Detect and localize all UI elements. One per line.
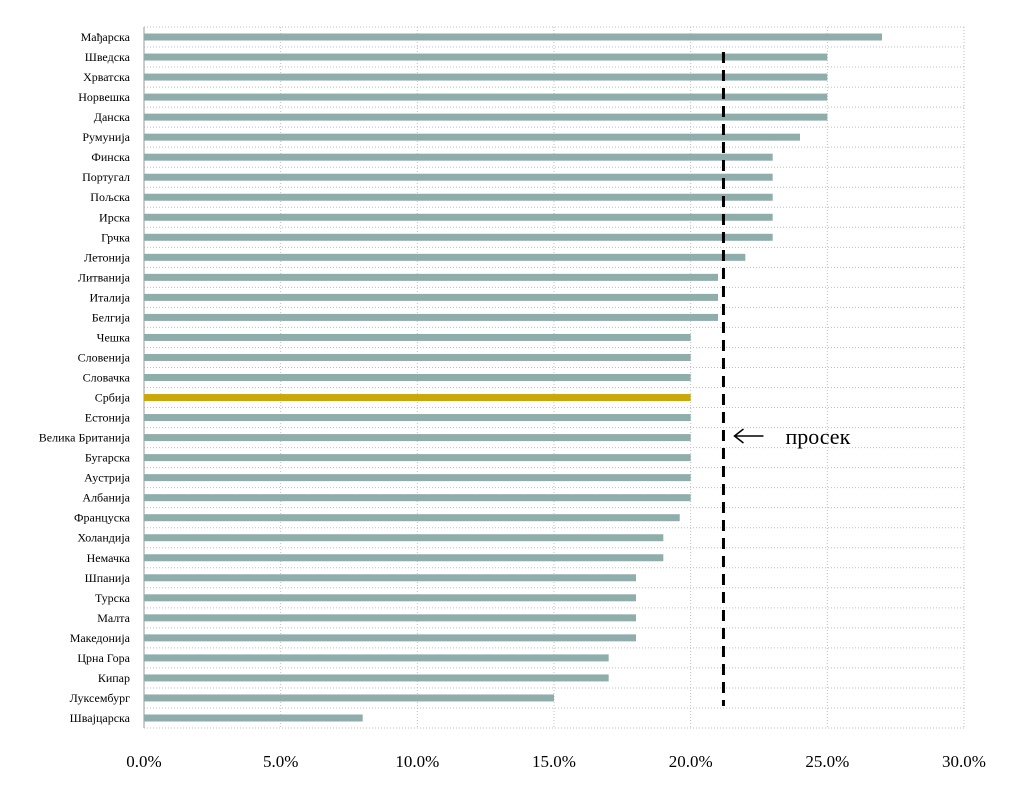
bars <box>144 33 882 722</box>
bar <box>144 454 691 462</box>
bar <box>144 594 636 602</box>
category-label: Аустрија <box>84 471 131 485</box>
bar <box>144 494 691 502</box>
bar <box>144 554 664 562</box>
category-label: Француска <box>74 511 131 525</box>
category-label: Луксембург <box>70 691 130 705</box>
category-label: Грчка <box>101 230 131 244</box>
bar <box>144 474 691 482</box>
category-label: Летонија <box>84 250 131 264</box>
x-tick-label: 5.0% <box>263 752 298 771</box>
category-label: Мађарска <box>81 30 131 44</box>
bar <box>144 313 718 321</box>
bar <box>144 353 691 361</box>
x-tick-label: 25.0% <box>805 752 849 771</box>
bar <box>144 534 664 542</box>
bar <box>144 374 691 381</box>
category-label: Хрватска <box>83 70 131 84</box>
bar <box>144 133 800 141</box>
category-label: Норвешка <box>78 90 130 104</box>
x-tick-labels: 0.0% 5.0% 10.0% 15.0% 20.0% 25.0% 30.0% <box>126 752 986 771</box>
category-label: Шпанија <box>85 571 131 585</box>
category-label: Велика Британија <box>39 431 131 445</box>
average-arrow-head <box>733 428 744 444</box>
bar <box>144 414 691 422</box>
average-label: просек <box>785 424 850 449</box>
bar <box>144 634 636 642</box>
category-label: Словачка <box>83 371 131 385</box>
category-label: Ирска <box>99 210 131 224</box>
bar <box>144 93 828 101</box>
bar <box>144 233 773 241</box>
category-label: Црна Гора <box>77 651 130 665</box>
category-label: Малта <box>97 611 130 625</box>
category-label: Македонија <box>70 631 131 645</box>
category-label: Немачка <box>87 551 131 565</box>
bar <box>144 273 718 281</box>
category-label: Белгија <box>92 310 131 324</box>
category-label: Литванија <box>78 270 131 284</box>
category-label: Италија <box>89 290 130 304</box>
category-label: Данска <box>94 110 131 124</box>
category-label: Румунија <box>82 130 130 144</box>
bar <box>144 574 636 582</box>
x-tick-label: 0.0% <box>126 752 161 771</box>
bar <box>144 113 828 121</box>
bar <box>144 694 554 702</box>
bar <box>144 514 680 522</box>
x-tick-label: 20.0% <box>669 752 713 771</box>
category-label: Бугарска <box>85 451 131 465</box>
bar <box>144 213 773 221</box>
average-annotation: просек <box>721 52 851 706</box>
category-label: Турска <box>95 591 131 605</box>
bar <box>144 434 691 442</box>
bar <box>144 53 828 61</box>
bar <box>144 193 773 201</box>
category-label: Пољска <box>90 190 130 204</box>
category-labels: Мађарска Шведска Хрватска Норвешка Данска Рум… <box>39 30 131 725</box>
category-label: Холандија <box>77 531 130 545</box>
bar <box>144 173 773 181</box>
category-label: Словенија <box>78 350 131 364</box>
bar <box>144 253 746 261</box>
category-label: Шведска <box>85 50 131 64</box>
x-tick-label: 10.0% <box>395 752 439 771</box>
category-label: Албанија <box>82 491 130 505</box>
category-label: Швајцарска <box>70 711 131 725</box>
bar <box>144 153 773 161</box>
bar <box>144 33 882 41</box>
bar <box>144 394 691 402</box>
bar <box>144 674 609 682</box>
category-label: Србија <box>95 391 131 405</box>
bar <box>144 73 828 81</box>
category-label: Естонија <box>85 411 131 425</box>
bar <box>144 714 363 722</box>
bar <box>144 333 691 341</box>
category-label: Финска <box>91 150 130 164</box>
category-label: Португал <box>82 170 130 184</box>
category-label: Чешка <box>97 330 131 344</box>
bar <box>144 614 636 622</box>
x-tick-label: 30.0% <box>942 752 986 771</box>
bar <box>144 654 609 662</box>
x-tick-label: 15.0% <box>532 752 576 771</box>
category-label: Кипар <box>98 671 130 685</box>
bar <box>144 293 718 301</box>
